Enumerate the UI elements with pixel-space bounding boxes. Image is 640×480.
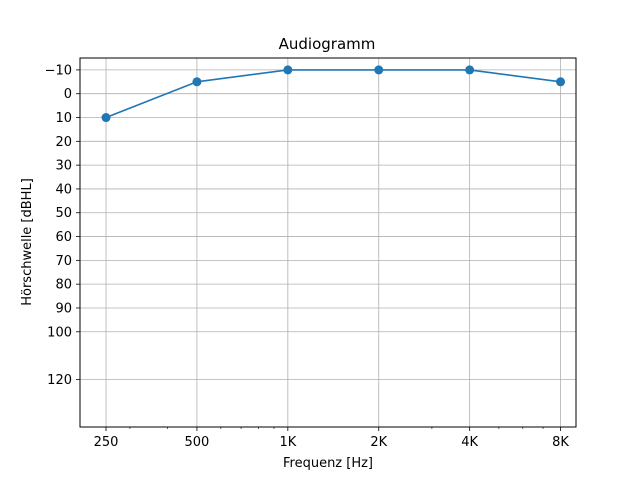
y-tick-label: 70 (55, 254, 72, 269)
y-tick-label: 10 (55, 111, 72, 126)
plot-area-frame (79, 57, 577, 428)
data-point (556, 77, 566, 87)
chart-title: Audiogramm (279, 35, 376, 53)
y-tick-label: 0 (64, 87, 72, 102)
data-point (465, 65, 475, 75)
y-tick-label: 90 (55, 301, 72, 316)
y-tick-label: 120 (47, 373, 72, 388)
y-axis-label: Hörschwelle [dBHL] (20, 178, 35, 306)
y-tick-label: 30 (55, 159, 72, 174)
x-axis-label: Frequenz [Hz] (283, 456, 373, 471)
x-tick-label: 8K (552, 435, 569, 450)
y-tick-label: −10 (45, 63, 72, 78)
x-tick-label: 1K (279, 435, 296, 450)
data-point (192, 77, 202, 87)
data-point (374, 65, 384, 75)
x-axis: 250 500 1K 2K 4K 8K (94, 427, 569, 450)
series-line (105, 69, 561, 119)
y-tick-label: 40 (55, 182, 72, 197)
x-tick-label: 2K (370, 435, 387, 450)
series-layer (101, 65, 566, 123)
y-tick-label: 20 (55, 135, 72, 150)
y-tick-label: 50 (55, 206, 72, 221)
y-tick-label: 80 (55, 278, 72, 293)
x-tick-label: 250 (94, 435, 119, 450)
x-tick-label: 4K (461, 435, 478, 450)
y-tick-label: 100 (47, 325, 72, 340)
data-point (101, 113, 111, 123)
grid (80, 58, 576, 427)
y-tick-label: 60 (55, 230, 72, 245)
y-axis: −10 0 10 20 30 40 50 60 70 80 90 100 120 (45, 63, 80, 388)
data-point (283, 65, 293, 75)
x-tick-label: 500 (185, 435, 210, 450)
